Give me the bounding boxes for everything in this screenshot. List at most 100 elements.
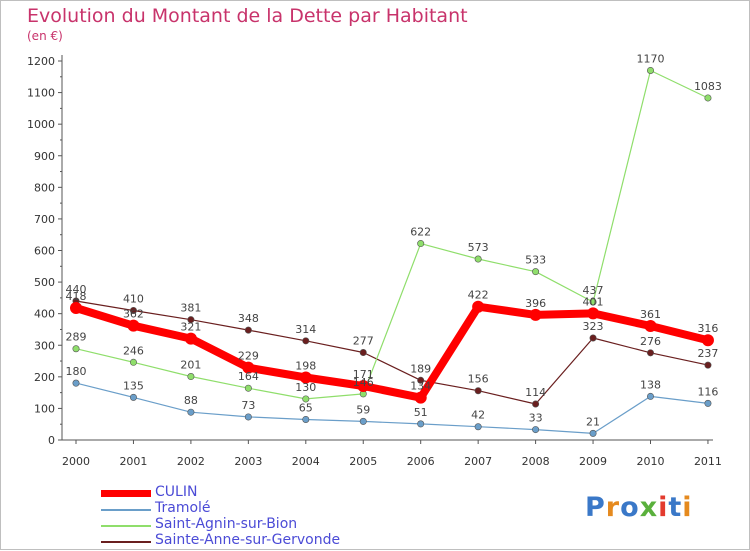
data-point [302, 395, 310, 403]
data-point [299, 371, 312, 384]
data-label: 201 [180, 359, 201, 372]
data-label: 437 [583, 284, 604, 297]
data-label: 135 [123, 379, 144, 392]
data-point [129, 358, 137, 366]
data-point [646, 349, 654, 357]
data-label: 116 [697, 385, 718, 398]
data-label: 156 [468, 373, 489, 386]
data-point [414, 391, 427, 404]
legend-label: Tramolé [155, 500, 211, 516]
data-point [474, 387, 482, 395]
data-point [589, 298, 597, 306]
series-line [75, 382, 709, 434]
data-label: 180 [66, 365, 87, 378]
data-point [474, 423, 482, 431]
y-tick-label: 700 [34, 213, 55, 226]
data-point [244, 384, 252, 392]
data-label: 246 [123, 344, 144, 357]
data-label: 73 [241, 399, 255, 412]
data-point [302, 415, 310, 423]
data-point [244, 326, 252, 334]
data-point [529, 308, 542, 321]
data-point [704, 94, 712, 102]
data-label: 229 [238, 350, 259, 363]
x-tick-label: 2001 [119, 455, 147, 468]
data-point [242, 361, 255, 374]
data-point [187, 408, 195, 416]
data-label: 130 [295, 381, 316, 394]
data-label: 171 [353, 368, 374, 381]
data-label: 314 [295, 323, 316, 336]
data-point [70, 301, 82, 314]
data-label: 381 [180, 302, 201, 315]
data-label: 59 [356, 403, 370, 416]
data-point [417, 420, 425, 428]
data-label: 422 [468, 289, 489, 302]
data-label: 362 [123, 308, 144, 321]
x-tick-label: 2004 [292, 455, 320, 468]
y-tick-label: 100 [34, 402, 55, 415]
data-label: 134 [410, 380, 431, 393]
data-label: 276 [640, 335, 661, 348]
legend-label: Sainte-Anne-sur-Gervonde [155, 532, 341, 548]
logo-letter: P [585, 492, 606, 523]
data-label: 573 [468, 241, 489, 254]
data-point [359, 349, 367, 357]
data-point [589, 334, 597, 342]
y-unit-label: (en €) [27, 29, 63, 43]
data-point [532, 426, 540, 434]
data-label: 622 [410, 226, 431, 239]
data-label: 51 [414, 406, 428, 419]
y-tick-label: 600 [34, 245, 55, 258]
data-label: 189 [410, 362, 431, 375]
data-label: 361 [640, 308, 661, 321]
series-line [75, 300, 709, 405]
logo-letter: t [668, 492, 683, 523]
y-tick-label: 800 [34, 181, 55, 194]
x-tick-label: 2011 [694, 455, 722, 468]
legend-swatch [101, 490, 151, 497]
chart-title: Evolution du Montant de la Dette par Hab… [27, 5, 468, 27]
x-tick-label: 2002 [177, 455, 205, 468]
data-point [417, 240, 425, 248]
data-label: 33 [529, 412, 543, 425]
logo-letter: i [658, 492, 669, 523]
logo-letter: r [605, 492, 621, 523]
data-label: 21 [586, 415, 600, 428]
legend-swatch [101, 509, 151, 511]
data-point [589, 429, 597, 437]
data-point [187, 316, 195, 324]
data-point [644, 319, 657, 332]
logo-letter: i [682, 492, 693, 523]
data-point [646, 392, 654, 400]
data-point [587, 307, 600, 320]
data-label: 316 [697, 322, 718, 335]
data-label: 237 [697, 347, 718, 360]
legend-label: CULIN [155, 484, 198, 500]
x-tick-label: 2009 [579, 455, 607, 468]
x-tick-label: 2003 [234, 455, 262, 468]
legend-swatch [101, 525, 151, 527]
y-tick-label: 300 [34, 339, 55, 352]
logo-letter: o [620, 492, 640, 523]
x-tick-label: 2005 [349, 455, 377, 468]
y-tick-label: 0 [48, 434, 55, 447]
data-point [417, 376, 425, 384]
data-point [704, 399, 712, 407]
data-point [532, 268, 540, 276]
data-point [129, 393, 137, 401]
data-label: 410 [123, 293, 144, 306]
legend-swatch [101, 541, 151, 543]
data-label: 88 [184, 394, 198, 407]
data-point [72, 345, 80, 353]
y-tick-label: 1000 [27, 118, 55, 131]
x-tick-label: 2010 [637, 455, 665, 468]
data-label: 1170 [637, 52, 665, 65]
x-tick-label: 2008 [522, 455, 550, 468]
data-point [474, 255, 482, 263]
x-tick-label: 2000 [62, 455, 90, 468]
data-label: 164 [238, 370, 259, 383]
data-label: 277 [353, 335, 374, 348]
data-label: 348 [238, 312, 259, 325]
